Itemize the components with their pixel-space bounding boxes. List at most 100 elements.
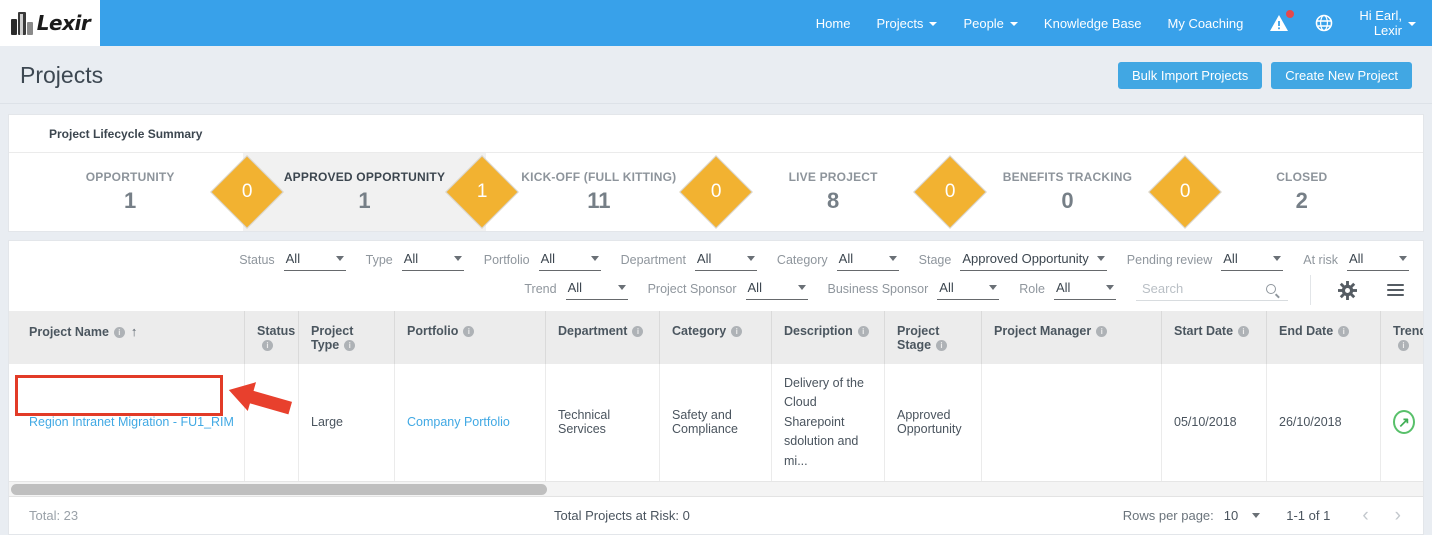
search-icon xyxy=(1266,283,1276,294)
sort-ascending-icon[interactable]: ↑ xyxy=(130,324,138,339)
stage-benefits-tracking[interactable]: BENEFITS TRACKING 0 xyxy=(1002,170,1133,213)
cell-category: Safety and Compliance xyxy=(660,364,772,481)
project-sponsor-select[interactable]: All xyxy=(745,280,808,300)
brand-logo[interactable]: Lexir xyxy=(0,0,100,46)
bulk-import-projects-button[interactable]: Bulk Import Projects xyxy=(1117,62,1263,89)
nav-item-home[interactable]: Home xyxy=(815,15,851,31)
column-header-description[interactable]: Description i xyxy=(772,311,885,364)
nav-item-knowledge-base[interactable]: Knowledge Base xyxy=(1043,15,1142,31)
column-header-project-manager[interactable]: Project Manager i xyxy=(982,311,1162,364)
projects-table-card: Status All Type All Portfolio All Depart… xyxy=(8,240,1424,535)
info-circle-icon[interactable]: i xyxy=(731,326,743,337)
chevron-down-icon xyxy=(1408,22,1416,26)
trend-up-icon[interactable]: ↗ xyxy=(1393,410,1415,435)
warning-triangle-icon xyxy=(1270,15,1289,31)
rows-per-page-select[interactable]: 10 xyxy=(1224,508,1261,523)
info-circle-icon[interactable]: i xyxy=(463,326,475,337)
stage-count: 8 xyxy=(827,188,840,213)
user-menu[interactable]: Hi Earl, Lexir xyxy=(1359,8,1416,38)
portfolio-select[interactable]: All xyxy=(538,251,601,271)
chevron-down-icon xyxy=(1096,256,1105,261)
search-input[interactable] xyxy=(1142,281,1260,296)
chevron-down-icon xyxy=(617,285,626,290)
create-new-project-button[interactable]: Create New Project xyxy=(1271,62,1412,89)
column-header-project-name[interactable]: Project Name i ↑ xyxy=(9,311,245,364)
category-select[interactable]: All xyxy=(836,251,899,271)
cell-trend: ↗ xyxy=(1381,364,1423,481)
table-footer: Total: 23 Total Projects at Risk: 0 Rows… xyxy=(9,495,1423,534)
at-risk-select[interactable]: All xyxy=(1347,251,1409,271)
column-header-portfolio[interactable]: Portfolio i xyxy=(395,311,546,364)
filter-portfolio: Portfolio All xyxy=(484,251,601,271)
brand-name: Lexir xyxy=(36,11,91,35)
portfolio-link[interactable]: Company Portfolio xyxy=(407,415,510,430)
stage-closed[interactable]: CLOSED 2 xyxy=(1276,170,1328,213)
nav-item-my-coaching[interactable]: My Coaching xyxy=(1167,15,1244,31)
cell-project-name: Region Intranet Migration - FU1_RIM xyxy=(9,364,245,481)
gear-icon xyxy=(1337,280,1357,300)
lifecycle-stages-row: OPPORTUNITY 1 0 APPROVED OPPORTUNITY 1 1… xyxy=(9,153,1423,231)
info-circle-icon[interactable]: i xyxy=(1238,326,1250,337)
stage-select[interactable]: Approved Opportunity xyxy=(960,251,1107,271)
column-header-category[interactable]: Category i xyxy=(660,311,772,364)
page-header: Projects Bulk Import Projects Create New… xyxy=(0,46,1432,104)
buildings-logo-icon xyxy=(10,12,33,35)
pending-review-select[interactable]: All xyxy=(1221,251,1284,271)
chevron-down-icon xyxy=(1009,22,1018,26)
pagination-range: 1-1 of 1 xyxy=(1286,507,1331,523)
chevron-down-icon xyxy=(797,285,806,290)
cell-description: Delivery of the Cloud Sharepoint sdoluti… xyxy=(772,364,885,481)
project-link[interactable]: Region Intranet Migration - FU1_RIM xyxy=(29,415,234,430)
table-settings-button[interactable] xyxy=(1333,276,1361,304)
info-circle-icon[interactable]: i xyxy=(1338,326,1350,337)
projects-table: Project Name i ↑ Statusi Project Type i Por… xyxy=(9,311,1423,481)
column-header-end-date[interactable]: End Date i xyxy=(1267,311,1381,364)
cell-project-manager xyxy=(982,364,1162,481)
column-header-status[interactable]: Statusi xyxy=(245,311,299,364)
previous-page-button[interactable]: ‹ xyxy=(1362,504,1369,526)
column-header-trend[interactable]: Trendi xyxy=(1393,324,1423,351)
cell-department: Technical Services xyxy=(546,364,660,481)
nav-item-people[interactable]: People xyxy=(963,16,1018,31)
scrollbar-thumb[interactable] xyxy=(11,483,547,495)
chevron-down-icon xyxy=(1106,285,1114,290)
chevron-down-icon xyxy=(1399,256,1407,261)
cell-start-date: 05/10/2018 xyxy=(1162,364,1267,481)
nav-item-projects[interactable]: Projects xyxy=(876,16,938,31)
stage-opportunity[interactable]: OPPORTUNITY 1 xyxy=(85,170,175,213)
stage-live-project[interactable]: LIVE PROJECT 8 xyxy=(788,170,878,213)
info-circle-icon[interactable]: i xyxy=(1398,340,1409,351)
status-select[interactable]: All xyxy=(283,251,346,271)
columns-menu-button[interactable] xyxy=(1381,276,1409,304)
globe-icon xyxy=(1316,14,1333,32)
stage-kick-off[interactable]: KICK-OFF (FULL KITTING) 11 xyxy=(521,170,677,213)
info-circle-icon[interactable]: i xyxy=(113,327,125,338)
info-circle-icon[interactable]: i xyxy=(632,326,644,337)
column-header-start-date[interactable]: Start Date i xyxy=(1162,311,1267,364)
info-circle-icon[interactable]: i xyxy=(936,340,948,351)
column-header-project-type[interactable]: Project Type i xyxy=(299,311,395,364)
hamburger-icon xyxy=(1386,281,1404,299)
filter-type: Type All xyxy=(366,251,464,271)
trend-select[interactable]: All xyxy=(565,280,628,300)
chevron-down-icon xyxy=(335,256,344,261)
role-select[interactable]: All xyxy=(1054,280,1116,300)
column-header-department[interactable]: Department i xyxy=(546,311,660,364)
chevron-down-icon xyxy=(1252,512,1261,518)
type-select[interactable]: All xyxy=(401,251,464,271)
info-circle-icon[interactable]: i xyxy=(344,340,356,351)
column-header-project-stage[interactable]: Project Stage i xyxy=(885,311,982,364)
user-greeting: Hi Earl, Lexir xyxy=(1359,8,1402,38)
alerts-button[interactable] xyxy=(1269,10,1295,32)
stage-count: 1 xyxy=(358,188,371,213)
business-sponsor-select[interactable]: All xyxy=(937,280,1000,300)
department-select[interactable]: All xyxy=(694,251,757,271)
next-page-button[interactable]: › xyxy=(1394,504,1401,526)
language-globe-button[interactable] xyxy=(1315,14,1333,32)
info-circle-icon[interactable]: i xyxy=(262,340,273,351)
filter-row-1: Status All Type All Portfolio All Depart… xyxy=(9,241,1423,273)
stage-count: 11 xyxy=(587,188,611,213)
info-circle-icon[interactable]: i xyxy=(857,326,869,337)
info-circle-icon[interactable]: i xyxy=(1096,326,1108,337)
stage-count: 1 xyxy=(124,188,137,213)
